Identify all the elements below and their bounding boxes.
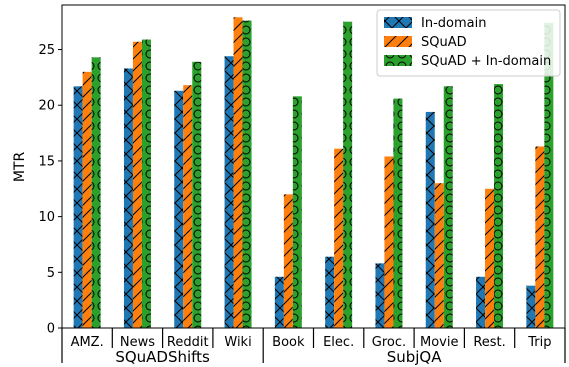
x-tick-label-reddit: Reddit [167,335,209,350]
x-tick-label-rest: Rest. [473,335,505,350]
y-tick-label: 15 [38,154,55,169]
bar-in-domain-movie [425,111,435,329]
bar-squad-trip [535,146,545,328]
x-tick-label-book: Book [272,335,305,350]
legend-swatch-in-domain [384,17,412,28]
bar-squad-elec [334,148,344,328]
y-tick-label: 5 [47,266,55,281]
bar-squad-in-domain-groc [393,98,403,328]
bar-squad-reddit [183,85,193,328]
bar-in-domain-groc [375,263,385,328]
x-tick-label-trip: Trip [527,335,551,350]
group-label-squadshifts: SQuADShifts [115,348,210,366]
bar-in-domain-news [123,68,133,328]
bar-squad-in-domain-elec [343,21,353,328]
legend: In-domain SQuAD SQuAD + In-domain [376,9,561,77]
y-tick-label: 20 [38,99,55,114]
x-tick-label-news: News [120,335,155,350]
x-tick-label-wiki: Wiki [224,335,251,350]
legend-label-squad-in-domain: SQuAD + In-domain [421,54,551,69]
x-axis: AMZ. News Reddit Wiki Book Elec. Groc. Movie Res… [61,328,566,366]
x-tick-label-elec: Elec. [323,335,354,350]
bar-squad-in-domain-reddit [192,61,202,329]
legend-box [376,9,561,77]
bar-squad-in-domain-book [292,96,302,329]
bar-in-domain-elec [325,256,335,328]
bar-squad-amz [82,71,92,329]
y-axis-label: MTR [12,152,28,183]
bar-squad-in-domain-wiki [242,20,252,328]
y-tick-label: 10 [38,210,55,225]
bar-squad-book [283,194,293,328]
bar-in-domain-amz [73,86,83,328]
bar-in-domain-reddit [174,90,184,328]
bar-squad-news [132,41,142,328]
bar-squad-wiki [233,17,243,329]
x-tick-label-amz: AMZ. [71,335,104,350]
bar-squad-rest [485,188,495,328]
bar-squad-in-domain-movie [443,86,453,328]
bar-squad-in-domain-trip [544,22,554,329]
bar-squad-groc [384,156,394,328]
bar-in-domain-rest [476,276,486,328]
bar-in-domain-book [274,276,284,328]
group-label-subjqa: SubjQA [387,348,443,366]
bar-squad-in-domain-amz [91,57,101,329]
bars-layer [73,17,554,329]
legend-swatch-squad-in-domain [384,55,412,66]
legend-swatch-squad [384,36,412,47]
bar-in-domain-wiki [224,56,234,328]
bar-squad-movie [434,183,444,328]
y-tick-label: 0 [47,322,55,337]
x-tick-label-movie: Movie [420,335,458,350]
x-tick-label-groc: Groc. [372,335,406,350]
legend-label-squad: SQuAD [421,35,467,50]
bar-squad-in-domain-news [141,39,151,328]
y-axis: 0 5 10 15 20 25 [38,43,62,337]
bar-in-domain-trip [526,285,536,328]
y-tick-label: 25 [38,43,55,58]
legend-label-in-domain: In-domain [421,16,486,31]
bar-squad-in-domain-rest [494,84,504,328]
